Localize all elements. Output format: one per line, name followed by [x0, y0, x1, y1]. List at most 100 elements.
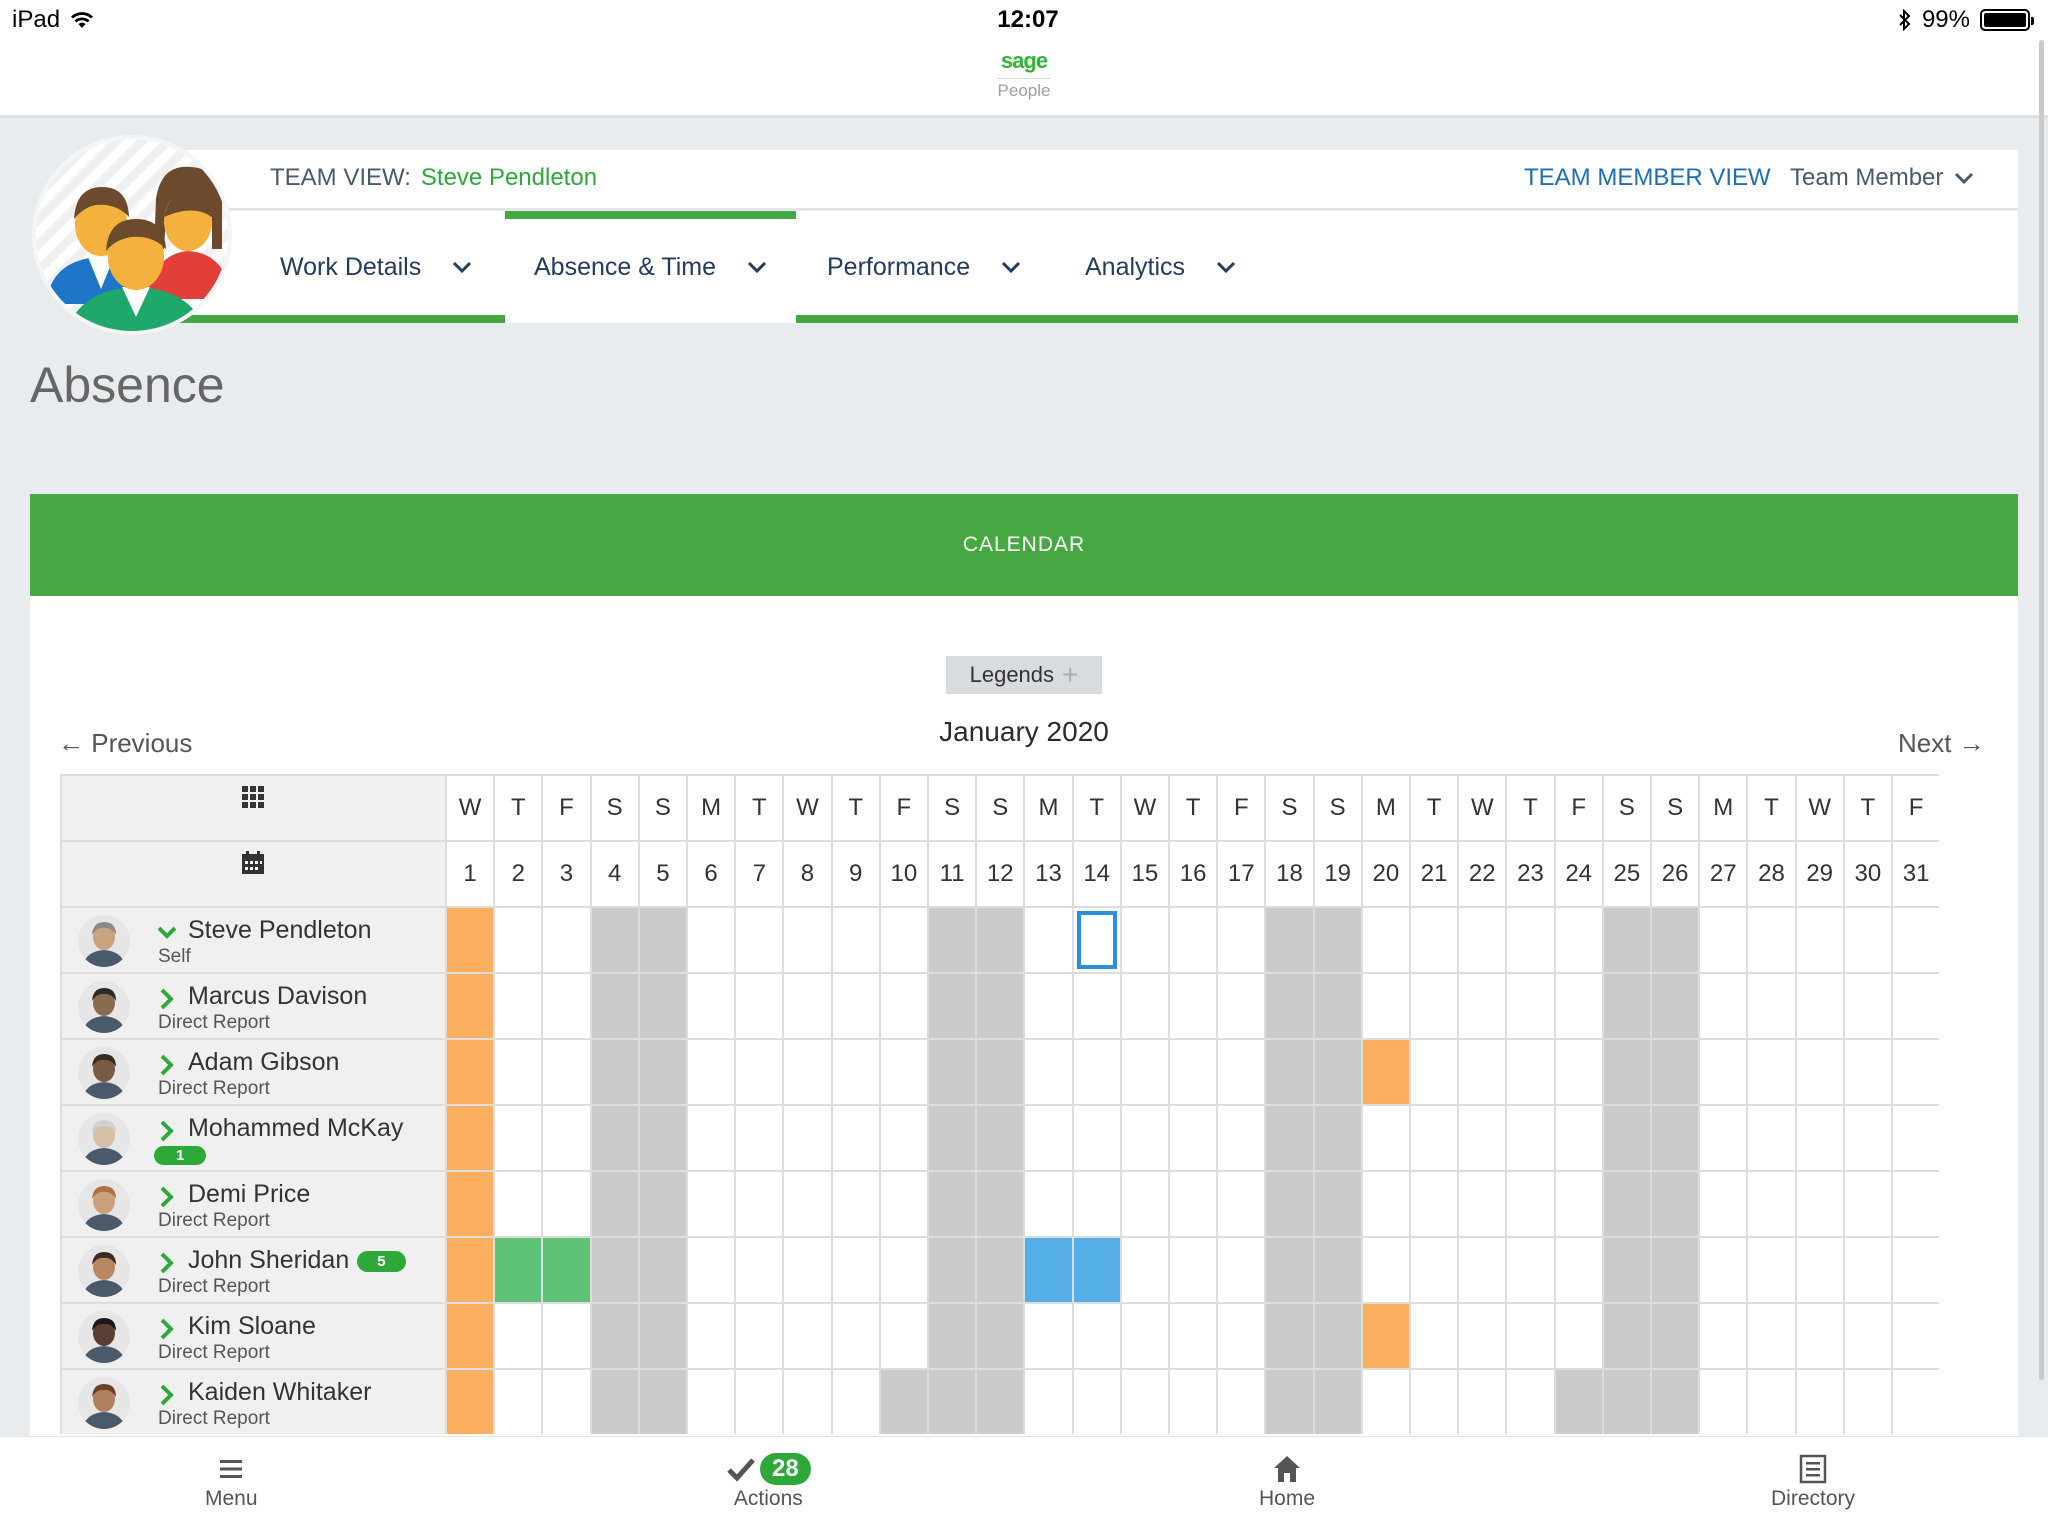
non-working-cell[interactable] [639, 1040, 688, 1106]
next-month-link[interactable]: Next → [1898, 728, 1985, 758]
day-cell[interactable] [784, 974, 833, 1040]
non-working-cell[interactable] [929, 1238, 978, 1304]
day-cell[interactable] [1700, 1172, 1749, 1238]
non-working-cell[interactable] [591, 1106, 640, 1172]
non-working-cell[interactable] [1652, 1106, 1701, 1172]
non-working-cell[interactable] [977, 1172, 1026, 1238]
day-cell[interactable] [1459, 1304, 1508, 1370]
non-working-cell[interactable] [1314, 1370, 1363, 1434]
non-working-cell[interactable] [977, 908, 1026, 974]
day-cell[interactable] [832, 1370, 881, 1434]
absence-cell[interactable] [447, 908, 496, 974]
day-cell[interactable] [1170, 908, 1219, 974]
day-cell[interactable] [1121, 908, 1170, 974]
day-cell[interactable] [1025, 908, 1074, 974]
day-cell[interactable] [1893, 1172, 1939, 1238]
tab-analytics[interactable]: Analytics [1085, 211, 1237, 323]
employee-name-cell[interactable]: Mohammed McKay 1 [62, 1106, 447, 1172]
day-cell[interactable] [1170, 1304, 1219, 1370]
non-working-cell[interactable] [1603, 1040, 1652, 1106]
day-cell[interactable] [784, 1106, 833, 1172]
non-working-cell[interactable] [977, 1304, 1026, 1370]
non-working-cell[interactable] [977, 1040, 1026, 1106]
day-cell[interactable] [1844, 1172, 1893, 1238]
calendar-icon[interactable] [240, 850, 266, 876]
non-working-cell[interactable] [929, 1304, 978, 1370]
day-cell[interactable] [1170, 1040, 1219, 1106]
chevron-right-icon[interactable] [158, 1384, 176, 1406]
team-member-select[interactable]: Team Member [1790, 164, 1975, 192]
non-working-cell[interactable] [929, 1040, 978, 1106]
day-cell[interactable] [495, 1172, 544, 1238]
non-working-cell[interactable] [1652, 1172, 1701, 1238]
day-cell[interactable] [736, 908, 785, 974]
employee-name-cell[interactable]: Marcus Davison Direct Report [62, 974, 447, 1040]
day-cell[interactable] [784, 1172, 833, 1238]
non-working-cell[interactable] [591, 908, 640, 974]
day-cell[interactable] [688, 1304, 737, 1370]
day-cell[interactable] [1748, 1172, 1797, 1238]
non-working-cell[interactable] [1652, 1040, 1701, 1106]
non-working-cell[interactable] [639, 1238, 688, 1304]
legends-button[interactable]: Legends + [946, 656, 1102, 694]
day-cell[interactable] [1844, 1106, 1893, 1172]
day-cell[interactable] [832, 1304, 881, 1370]
day-cell[interactable] [1218, 1238, 1267, 1304]
non-working-cell[interactable] [1266, 1370, 1315, 1434]
chevron-right-icon[interactable] [158, 1054, 176, 1076]
day-cell[interactable] [1121, 1238, 1170, 1304]
employee-name-cell[interactable]: Kaiden Whitaker Direct Report [62, 1370, 447, 1434]
day-cell[interactable] [543, 908, 592, 974]
day-cell[interactable] [1796, 1106, 1845, 1172]
non-working-cell[interactable] [1314, 1040, 1363, 1106]
chevron-right-icon[interactable] [158, 1252, 176, 1274]
directory-nav-item[interactable]: Directory [1771, 1451, 1855, 1511]
absence-cell[interactable] [495, 1238, 544, 1304]
day-cell[interactable] [543, 974, 592, 1040]
tab-work-details[interactable]: Work Details [280, 211, 473, 323]
employee-name-cell[interactable]: Steve Pendleton Self [62, 908, 447, 974]
day-cell[interactable] [1170, 1238, 1219, 1304]
day-cell[interactable] [1121, 1370, 1170, 1434]
employee-name[interactable]: John Sheridan 5 [188, 1246, 406, 1275]
day-cell[interactable] [1411, 1238, 1460, 1304]
non-working-cell[interactable] [639, 1106, 688, 1172]
absence-cell[interactable] [447, 1172, 496, 1238]
day-cell[interactable] [736, 1106, 785, 1172]
day-cell[interactable] [784, 1304, 833, 1370]
non-working-cell[interactable] [1266, 1040, 1315, 1106]
absence-cell[interactable] [447, 1106, 496, 1172]
non-working-cell[interactable] [1266, 974, 1315, 1040]
day-cell[interactable] [1555, 1172, 1604, 1238]
day-cell[interactable] [1025, 1370, 1074, 1434]
non-working-cell[interactable] [1266, 1172, 1315, 1238]
day-cell[interactable] [1700, 1370, 1749, 1434]
day-cell[interactable] [1218, 1172, 1267, 1238]
day-cell[interactable] [1844, 1238, 1893, 1304]
tab-performance[interactable]: Performance [827, 211, 1022, 323]
non-working-cell[interactable] [1603, 1304, 1652, 1370]
employee-row[interactable]: Mohammed McKay 1 [62, 1106, 1939, 1172]
day-cell[interactable] [1170, 1106, 1219, 1172]
non-working-cell[interactable] [591, 1238, 640, 1304]
day-cell[interactable] [1700, 1106, 1749, 1172]
day-cell[interactable] [1411, 1172, 1460, 1238]
day-cell[interactable] [736, 1370, 785, 1434]
day-cell[interactable] [1459, 1106, 1508, 1172]
day-cell[interactable] [880, 1040, 929, 1106]
non-working-cell[interactable] [639, 1304, 688, 1370]
day-cell[interactable] [543, 1370, 592, 1434]
day-cell[interactable] [1411, 974, 1460, 1040]
non-working-cell[interactable] [591, 1172, 640, 1238]
employee-name[interactable]: Steve Pendleton [188, 916, 371, 945]
day-cell[interactable] [880, 1106, 929, 1172]
day-cell[interactable] [1748, 908, 1797, 974]
non-working-cell[interactable] [977, 1238, 1026, 1304]
day-cell[interactable] [495, 1040, 544, 1106]
non-working-cell[interactable] [591, 974, 640, 1040]
non-working-cell[interactable] [639, 908, 688, 974]
employee-name[interactable]: Marcus Davison [188, 982, 367, 1011]
day-cell[interactable] [1121, 1172, 1170, 1238]
day-cell[interactable] [1893, 974, 1939, 1040]
non-working-cell[interactable] [1314, 1238, 1363, 1304]
